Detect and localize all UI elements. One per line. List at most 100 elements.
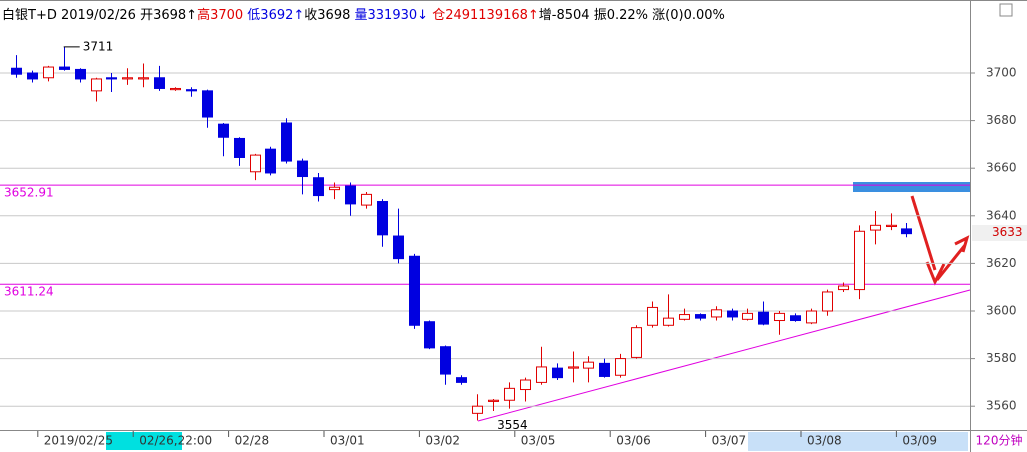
candle-body [361, 193, 372, 206]
level-label: 3652.91 [4, 186, 54, 200]
high-label: 3711 [83, 39, 114, 53]
candle-body [122, 77, 133, 80]
candle-body [91, 78, 102, 92]
candle-body [552, 367, 563, 379]
y-tick-label: 3600 [986, 304, 1017, 318]
candle-body [536, 366, 547, 383]
candle-body [424, 321, 435, 349]
candle-body [695, 314, 706, 319]
symbol: 白银T+D [2, 8, 57, 23]
candle-body [218, 123, 229, 138]
candle-body [234, 137, 245, 158]
candle-body [711, 309, 722, 318]
y-tick-label: 3620 [986, 256, 1017, 270]
candle-body [456, 377, 467, 383]
candle-body [138, 77, 149, 80]
candle-body [504, 387, 515, 401]
candle-body [615, 358, 626, 376]
x-tick-label: 02/26,22:00 [139, 434, 212, 448]
candle-body [822, 291, 833, 312]
candle-body [59, 66, 70, 70]
x-tick-label: 03/02 [425, 434, 460, 448]
candle-body [727, 310, 738, 318]
y-tick-label: 3680 [986, 113, 1017, 127]
x-tick-label: 2019/02/25 [44, 434, 113, 448]
x-tick-label: 03/01 [330, 434, 365, 448]
y-tick-label: 3640 [986, 208, 1017, 222]
period-label[interactable]: 120分钟 [976, 433, 1023, 448]
cursor-time-bg [106, 432, 182, 450]
candle-body [631, 327, 642, 358]
candle-body [106, 77, 117, 80]
candle-body [27, 72, 38, 80]
candle-body [790, 315, 801, 322]
open: 开3698↑ [140, 8, 198, 23]
close: 收3698 [304, 8, 351, 23]
candle-body [186, 89, 197, 92]
open-interest: 仓2491139168↑ [432, 8, 539, 23]
candle-body [886, 224, 897, 228]
window-button[interactable] [999, 3, 1013, 17]
candle-body [329, 186, 340, 191]
x-tick-label: 03/05 [521, 434, 556, 448]
marker-bar [853, 182, 970, 192]
last-price-bg [972, 225, 1027, 241]
annotation-arrows [910, 195, 970, 286]
candle-body [647, 306, 658, 326]
candle-body [583, 361, 594, 369]
low-label: 3554 [497, 418, 528, 432]
candle-body [488, 399, 499, 402]
amplitude: 振0.22% [593, 8, 649, 23]
candle-body [393, 235, 404, 260]
level-label: 3611.24 [4, 285, 54, 299]
candle-body [663, 317, 674, 326]
candle-body [75, 68, 86, 80]
candle-body [472, 405, 483, 414]
candle-body [297, 160, 308, 178]
x-tick-label: 02/28 [235, 434, 270, 448]
y-tick-label: 3560 [986, 399, 1017, 413]
candle-body [599, 362, 610, 377]
candle-body [170, 87, 181, 91]
candle-body [345, 185, 356, 205]
candle-body [440, 346, 451, 375]
selection-bg [748, 432, 968, 451]
candle-body [870, 224, 881, 231]
last-price-label: 3633 [992, 225, 1023, 239]
candle-body [806, 310, 817, 324]
candle-body [377, 201, 388, 236]
y-tick-label: 3700 [986, 66, 1017, 80]
candle-body [281, 122, 292, 162]
candle-body [250, 154, 261, 173]
high: 高3700 [197, 8, 244, 23]
y-tick-label: 3660 [986, 161, 1017, 175]
y-tick-label: 3580 [986, 351, 1017, 365]
quote-header: 白银T+D 2019/02/26 开3698↑高3700 低3692↑收3698… [2, 4, 725, 23]
candle-body [901, 228, 912, 235]
candle-body [742, 312, 753, 320]
change-oi: 增-8504 [538, 8, 590, 23]
candle-body [568, 366, 579, 369]
candle-body [43, 66, 54, 79]
x-tick-label: 03/06 [616, 434, 651, 448]
candle-body [774, 312, 785, 322]
candle-body [679, 314, 690, 320]
candle-body [265, 148, 276, 174]
candle-body [838, 285, 849, 291]
volume: 量331930↓ [354, 8, 429, 23]
candle-body [154, 77, 165, 89]
x-tick-label: 03/07 [712, 434, 747, 448]
candle-body [854, 230, 865, 291]
trend-line [477, 289, 971, 422]
candle-body [313, 177, 324, 197]
candle-body [202, 90, 213, 118]
x-tick-label: 03/09 [902, 434, 937, 448]
change: 涨(0)0.00% [652, 8, 725, 23]
candle-body [758, 311, 769, 325]
candle-body [520, 379, 531, 391]
candle-body [11, 67, 22, 75]
low: 低3692↑ [247, 8, 305, 23]
date: 2019/02/26 [61, 8, 136, 23]
